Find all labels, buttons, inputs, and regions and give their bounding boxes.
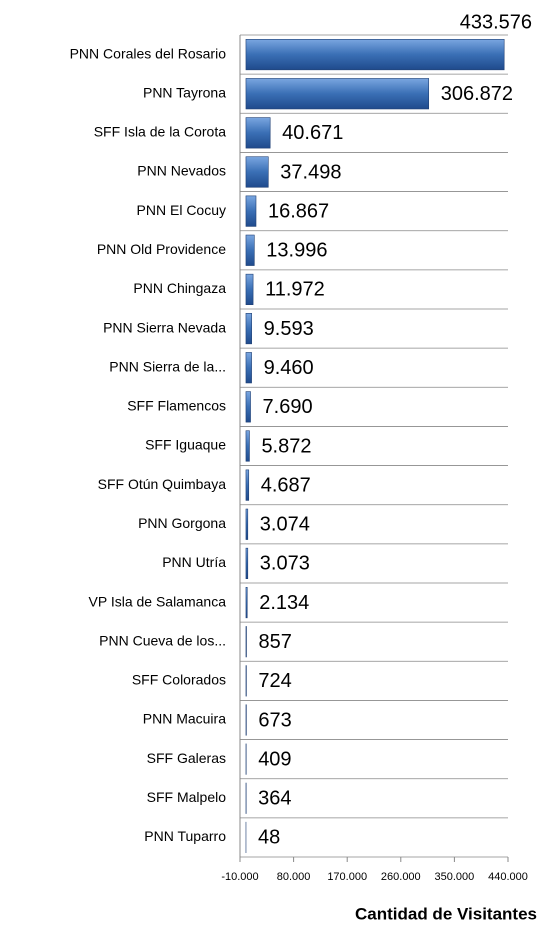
- value-label: 16.867: [268, 200, 329, 222]
- value-label: 3.073: [260, 553, 310, 575]
- value-label: 364: [258, 788, 291, 810]
- y-tick-label: SFF Galeras: [147, 750, 226, 766]
- bar: [245, 430, 250, 462]
- value-label: 306.872: [441, 83, 513, 105]
- y-tick-label: PNN Gorgona: [138, 515, 226, 531]
- value-label: 37.498: [280, 161, 341, 183]
- bar: [245, 273, 254, 305]
- bar: [245, 587, 248, 619]
- y-tick-label: SFF Isla de la Corota: [94, 124, 226, 140]
- y-tick-label: PNN Tuparro: [144, 828, 226, 844]
- bar: [245, 626, 247, 658]
- value-label: 409: [258, 748, 291, 770]
- value-label: 724: [258, 670, 291, 692]
- y-tick-label: SFF Flamencos: [127, 398, 226, 414]
- x-tick-label: -10.000: [221, 871, 258, 883]
- x-tick-label: 170.000: [327, 871, 367, 883]
- bar: [245, 195, 257, 227]
- x-tick-label: 350.000: [435, 871, 475, 883]
- y-tick-label: PNN Corales del Rosario: [70, 45, 227, 61]
- value-label: 9.593: [264, 318, 314, 340]
- value-label: 48: [258, 827, 280, 849]
- y-tick-label: PNN Tayrona: [143, 84, 226, 100]
- y-tick-label: PNN El Cocuy: [137, 202, 226, 218]
- value-label: 433.576: [460, 12, 532, 34]
- bar: [245, 117, 271, 149]
- value-label: 40.671: [282, 122, 343, 144]
- y-tick-label: PNN Chingaza: [133, 280, 226, 296]
- y-tick-label: PNN Cueva de los...: [99, 632, 226, 648]
- bar: [245, 234, 255, 266]
- value-label: 4.687: [261, 474, 311, 496]
- x-tick-label: 440.000: [488, 871, 528, 883]
- value-label: 13.996: [266, 240, 327, 262]
- y-tick-label: VP Isla de Salamanca: [89, 593, 227, 609]
- bar: [245, 156, 269, 188]
- x-tick-label: 80.000: [277, 871, 311, 883]
- y-tick-label: SFF Iguaque: [145, 437, 226, 453]
- y-tick-label: PNN Nevados: [137, 163, 226, 179]
- bar: [245, 391, 251, 423]
- y-tick-label: SFF Malpelo: [147, 789, 227, 805]
- value-label: 11.972: [265, 279, 325, 301]
- y-tick-label: PNN Sierra de la...: [109, 358, 226, 374]
- x-axis-title: Cantidad de Visitantes: [355, 904, 537, 923]
- y-tick-label: PNN Sierra Nevada: [103, 319, 226, 335]
- value-label: 673: [258, 709, 291, 731]
- y-tick-label: PNN Old Providence: [97, 241, 226, 257]
- bar: [245, 352, 252, 384]
- value-label: 857: [258, 631, 291, 653]
- bar: [245, 547, 249, 579]
- bar: [245, 78, 430, 110]
- y-tick-label: SFF Otún Quimbaya: [98, 476, 227, 492]
- bar: [245, 313, 252, 345]
- value-label: 9.460: [264, 357, 314, 379]
- value-label: 5.872: [261, 435, 311, 457]
- value-label: 7.690: [263, 396, 313, 418]
- y-tick-label: PNN Utría: [162, 554, 226, 570]
- value-label: 3.074: [260, 514, 310, 536]
- bar: [245, 469, 250, 501]
- bar: [245, 508, 249, 540]
- value-label: 2.134: [259, 592, 309, 614]
- bar: [245, 39, 505, 71]
- x-tick-label: 260.000: [381, 871, 421, 883]
- y-tick-label: PNN Macuira: [143, 711, 226, 727]
- y-tick-label: SFF Colorados: [132, 672, 226, 688]
